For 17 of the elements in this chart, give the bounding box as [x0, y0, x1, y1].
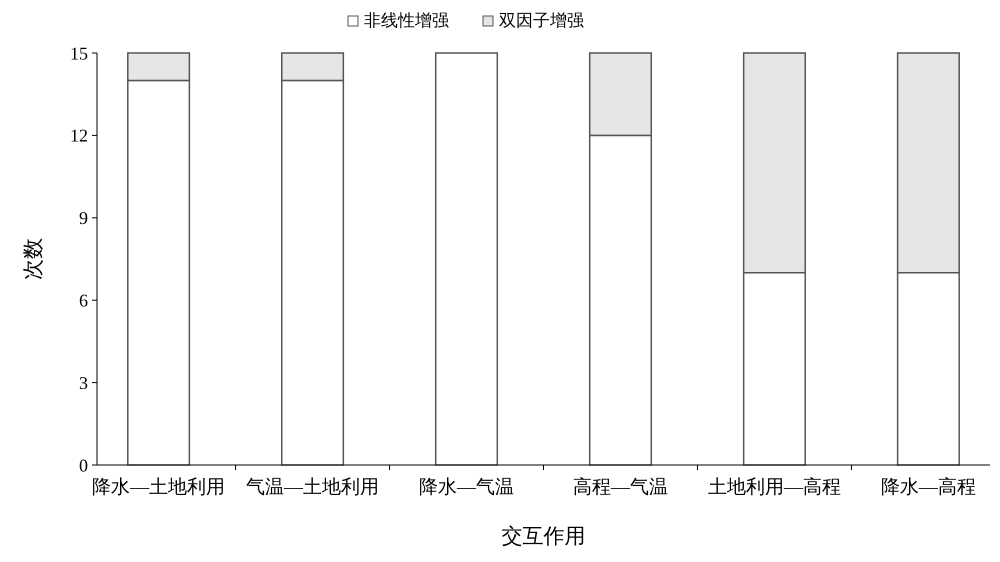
y-tick-label: 12 [70, 126, 88, 146]
x-tick-label: 降水—高程 [880, 476, 976, 498]
x-tick-label: 土地利用—高程 [708, 476, 841, 498]
x-tick-label: 气温—土地利用 [246, 477, 380, 498]
y-tick-label: 9 [79, 208, 88, 228]
bar [434, 52, 498, 466]
y-tick-label: 6 [79, 290, 88, 310]
y-tick-label: 0 [79, 455, 88, 476]
x-tick-label: 降水—土地利用 [92, 477, 226, 498]
x-axis-title: 交互作用 [502, 524, 586, 548]
y-tick-label: 15 [70, 43, 88, 64]
x-tick-label: 降水—气温 [419, 477, 514, 498]
x-tick-label: 高程—气温 [572, 476, 668, 498]
y-tick-label: 3 [79, 372, 88, 393]
legend-label: 非线性增强 [364, 11, 449, 30]
legend-label: 双因子增强 [499, 11, 584, 30]
y-axis-title: 次数 [21, 238, 45, 280]
